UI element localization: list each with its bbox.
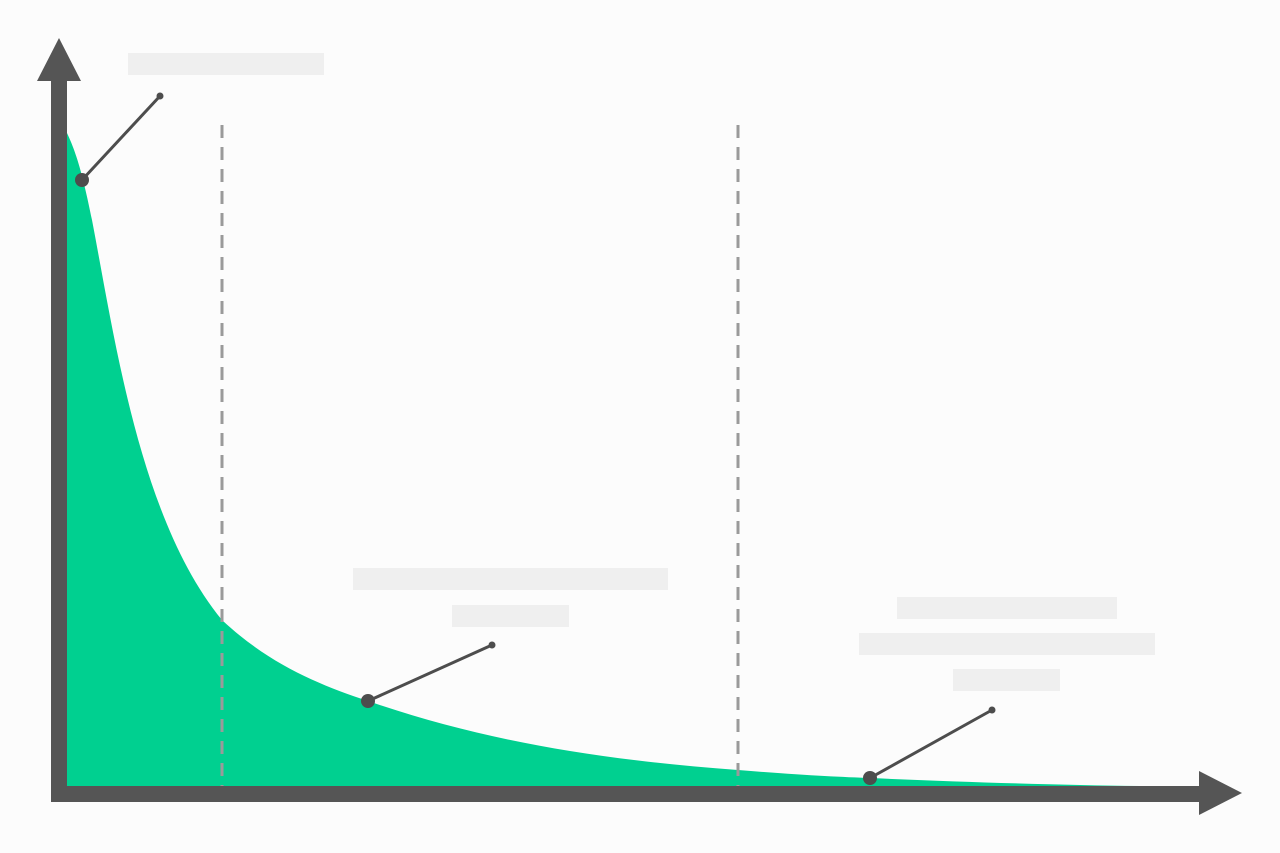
label-placeholder — [953, 669, 1060, 691]
label-placeholder — [128, 53, 324, 75]
label-placeholder — [353, 568, 668, 590]
callout-body — [353, 568, 668, 708]
label-placeholder — [859, 633, 1155, 655]
label-placeholder — [452, 605, 569, 627]
callout-tail — [859, 597, 1155, 785]
y-axis-arrow-icon — [37, 38, 81, 81]
y-axis — [51, 78, 67, 802]
x-axis — [51, 786, 1203, 802]
label-placeholder — [897, 597, 1117, 619]
x-axis-arrow-icon — [1199, 771, 1242, 815]
long-tail-area — [67, 133, 1140, 786]
callout-head — [75, 53, 324, 187]
